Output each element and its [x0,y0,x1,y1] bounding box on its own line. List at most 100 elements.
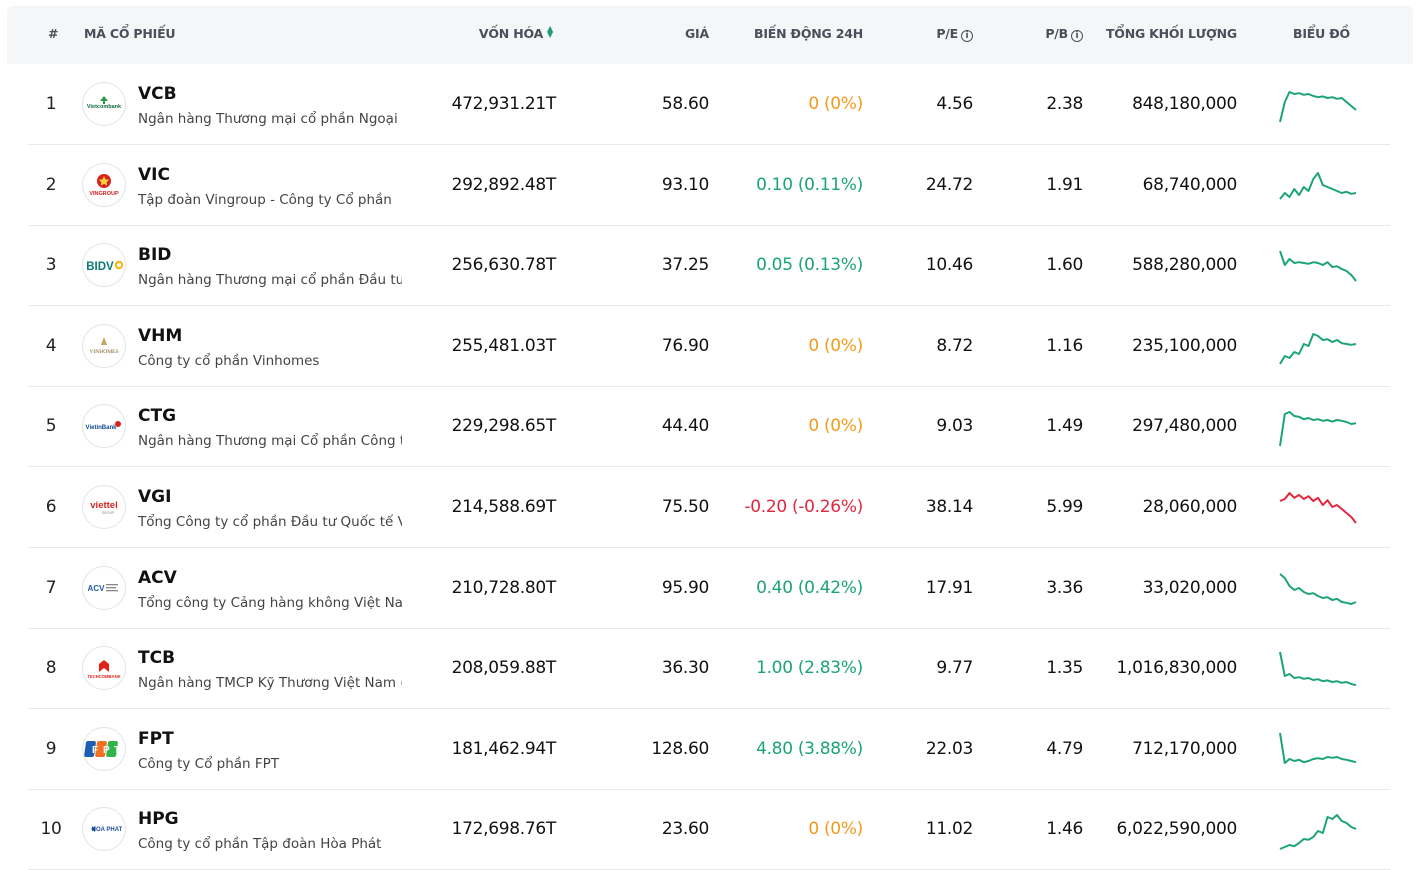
row-rank: 5 [45,416,57,437]
market-cap: 255,481.03T [451,335,557,356]
company-name: Ngân hàng Thương mại Cổ phần Công th... [138,433,402,450]
table-row[interactable]: 5 VietinBank CTG Ngân hàng Thương mại Cổ… [28,386,1390,468]
pe-ratio: 22.03 [925,738,973,759]
svg-text:viettel: viettel [90,500,117,511]
svg-text:Vietcombank: Vietcombank [87,104,122,110]
stock-symbol[interactable]: ACV [138,567,177,588]
price: 76.90 [661,335,709,356]
sort-icon[interactable]: ▲ ▼ [547,24,553,39]
svg-text:P: P [103,745,110,756]
change-24h: 0.40 (0.42%) [756,577,863,598]
table-row[interactable]: 8 TECHCOMBANK TCB Ngân hàng TMCP Kỹ Thươ… [28,628,1390,710]
total-volume: 297,480,000 [1132,416,1237,437]
table-header: # MÃ CỔ PHIẾU VỐN HÓA ▲ ▼ GIÁ BIẾN ĐỘNG 24… [7,6,1413,64]
table-row[interactable]: 7 ACV ACV Tổng công ty Cảng hàng không V… [28,548,1390,629]
market-cap: 208,059.88T [451,658,557,679]
pe-ratio: 11.02 [925,819,973,840]
info-icon[interactable]: i [1071,30,1083,42]
pb-ratio: 1.35 [1046,658,1083,679]
stock-symbol[interactable]: HPG [138,809,179,830]
company-name: Ngân hàng Thương mại cổ phần Ngoại th... [138,111,402,127]
sparkline-path [1279,91,1357,123]
sparkline-chart[interactable] [1278,163,1358,209]
viettel-logo: viettel GROUP [82,485,126,529]
stock-symbol[interactable]: TCB [138,648,176,669]
company-name: Tổng công ty Cảng hàng không Việt Nam... [138,594,402,611]
price: 93.10 [661,174,709,195]
sparkline-chart[interactable] [1278,82,1358,128]
vietinbank-logo: VietinBank [82,404,126,449]
info-icon[interactable]: i [961,30,973,42]
bidv-logo: BIDV [82,243,126,288]
company-name: Ngân hàng Thương mại cổ phần Đầu tư v... [138,272,402,289]
total-volume: 235,100,000 [1132,335,1237,356]
change-24h: 0 (0%) [808,335,863,356]
sparkline-path [1279,732,1357,764]
stock-symbol[interactable]: FPT [138,728,174,749]
sparkline-chart[interactable] [1278,807,1358,853]
stock-symbol[interactable]: VGI [138,487,172,507]
change-24h: 0 (0%) [808,416,863,437]
sparkline-chart[interactable] [1278,646,1358,692]
sparkline-chart[interactable] [1278,727,1358,773]
vinhomes-logo: VINHOMES [82,323,126,368]
table-row[interactable]: 2 VINGROUP VIC Tập đoàn Vingroup - Công … [28,145,1390,226]
sparkline-chart[interactable] [1278,566,1358,612]
market-cap: 472,931.21T [451,94,557,114]
svg-text:BIDV: BIDV [86,261,114,273]
header-pe: P/E i [877,26,973,42]
stock-symbol[interactable]: BID [138,245,172,266]
header-price: GIÁ [685,26,709,41]
price: 37.25 [661,255,709,276]
pe-ratio: 9.77 [936,658,973,679]
sparkline-chart[interactable] [1278,324,1358,370]
total-volume: 28,060,000 [1142,497,1238,517]
stock-symbol[interactable]: CTG [138,406,177,427]
table-row[interactable]: 10 HOA PHAT HPG Công ty cổ phần Tập đoàn… [28,789,1390,870]
stock-symbol[interactable]: VIC [138,164,170,185]
pe-ratio: 38.14 [925,497,973,517]
pe-ratio: 8.72 [936,335,973,356]
total-volume: 712,170,000 [1132,738,1237,759]
market-cap: 172,698.76T [451,819,557,840]
vietcombank-logo: Vietcombank [82,82,126,126]
change-24h: 0 (0%) [808,94,863,114]
table-row[interactable]: 3 BIDV BID Ngân hàng Thương mại cổ phần … [28,225,1390,307]
company-name: Ngân hàng TMCP Kỹ Thương Việt Nam (Te... [138,675,402,692]
pb-ratio: 1.60 [1046,255,1083,276]
table-row[interactable]: 4 VINHOMES VHM Công ty cổ phần Vinhomes … [28,306,1390,387]
pb-ratio: 4.79 [1046,738,1083,759]
table-row[interactable]: 6 viettel GROUP VGI Tổng Công ty cổ phần … [28,467,1390,548]
header-pb-label: P/B [1045,26,1068,41]
sparkline-chart[interactable] [1278,485,1358,531]
table-row[interactable]: 1 Vietcombank VCB Ngân hàng Thương mại c… [28,64,1390,145]
change-24h: 0.05 (0.13%) [756,255,863,276]
market-cap: 229,298.65T [451,416,557,437]
price: 44.40 [661,416,709,437]
pb-ratio: 1.46 [1046,819,1083,840]
pb-ratio: 3.36 [1046,577,1083,598]
pe-ratio: 17.91 [925,577,973,598]
total-volume: 33,020,000 [1142,577,1238,598]
total-volume: 6,022,590,000 [1116,819,1238,840]
header-market-cap-sort[interactable]: VỐN HÓA ▲ ▼ [407,24,553,42]
sparkline-path [1279,492,1357,524]
sparkline-chart[interactable] [1278,404,1358,450]
hoa-phat-logo: HOA PHAT [82,807,126,852]
stock-symbol[interactable]: VCB [138,84,177,104]
change-24h: 4.80 (3.88%) [756,738,863,759]
company-name: Tổng Công ty cổ phần Đầu tư Quốc tế Vi..… [138,514,402,530]
header-rank: # [48,26,59,41]
svg-text:T: T [114,745,120,756]
svg-text:TECHCOMBANK: TECHCOMBANK [87,674,120,679]
stock-symbol[interactable]: VHM [138,325,183,346]
pb-ratio: 1.91 [1046,174,1083,195]
sparkline-chart[interactable] [1278,243,1358,289]
header-symbol: MÃ CỔ PHIẾU [84,26,176,41]
header-pb: P/B i [987,26,1083,42]
market-cap: 210,728.80T [451,577,557,598]
pb-ratio: 1.49 [1046,416,1083,437]
change-24h: -0.20 (-0.26%) [744,497,863,517]
